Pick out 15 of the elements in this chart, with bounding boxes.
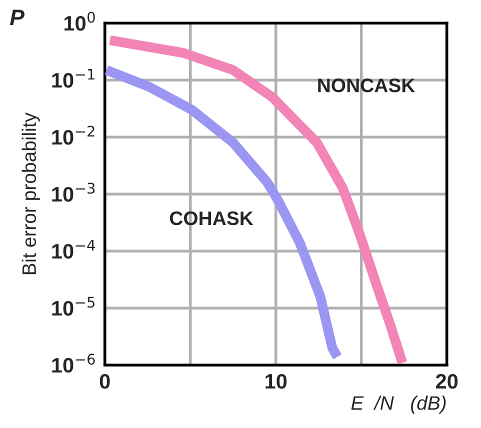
- y-tick-label: 10$^{−2}$: [52, 126, 94, 145]
- series-label: COHASK: [170, 211, 254, 226]
- text: P: [10, 10, 24, 26]
- y-tick-label: 10$^{−4}$: [52, 240, 95, 259]
- x-tick-label: 10: [266, 374, 287, 389]
- y-tick-label: 10$^{−6}$: [52, 354, 95, 373]
- y-tick-label: 10$^{−1}$: [52, 68, 94, 88]
- x-tick-label: 20: [436, 374, 458, 389]
- x-axis-title: E /N (dB): [351, 396, 446, 414]
- y-tick-label: 10$^{−3}$: [52, 182, 95, 202]
- x-tick-label: 0: [100, 374, 110, 389]
- y-axis-title: Bit error probability: [22, 112, 40, 274]
- series-label: NONCASK: [318, 78, 416, 92]
- y-tick-label: 10$^{0}$: [64, 12, 95, 31]
- y-tick-label: 10$^{−5}$: [52, 296, 94, 316]
